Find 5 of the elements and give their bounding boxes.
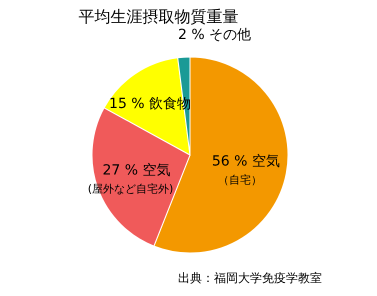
slice-label: 2 % その他: [178, 27, 252, 44]
source-note: 出典：福岡大学免疫学教室: [178, 271, 322, 285]
slice-label: 56 % 空気（自宅）: [212, 154, 280, 187]
slice-label: 15 % 飲食物: [109, 96, 192, 112]
chart-title: 平均生涯摂取物質重量: [78, 7, 238, 26]
